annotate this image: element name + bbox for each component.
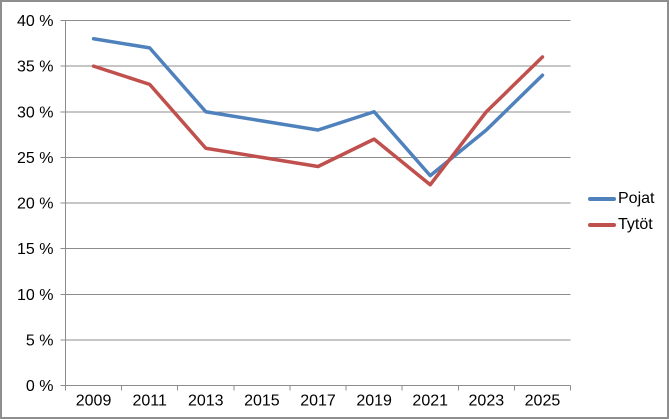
x-tick-label: 2025 bbox=[525, 393, 561, 410]
series-line-pojat bbox=[91, 37, 545, 178]
x-tick-label: 2023 bbox=[469, 393, 505, 410]
legend-label-pojat: Pojat bbox=[618, 190, 655, 207]
y-tick-label: 20 % bbox=[17, 196, 53, 213]
x-tick-label: 2017 bbox=[300, 393, 336, 410]
legend-line-marker-pojat bbox=[588, 197, 616, 201]
y-tick-label: 15 % bbox=[17, 241, 53, 258]
y-tick-label: 5 % bbox=[26, 332, 54, 349]
legend-label-tytot: Tytöt bbox=[618, 216, 653, 233]
x-tick-label: 2009 bbox=[76, 393, 112, 410]
x-tick-label: 2019 bbox=[356, 393, 392, 410]
legend-line-marker-tytot bbox=[588, 223, 616, 227]
legend: Pojat Tytöt bbox=[588, 190, 654, 234]
x-tick-label: 2011 bbox=[132, 393, 167, 410]
y-tick-label: 25 % bbox=[17, 150, 53, 167]
x-tick-label: 2021 bbox=[412, 393, 448, 410]
y-tick-label: 10 % bbox=[17, 287, 53, 304]
series-line-tytöt bbox=[91, 55, 545, 187]
x-tick-label: 2013 bbox=[188, 393, 224, 410]
legend-item-tytot: Tytöt bbox=[588, 216, 654, 234]
y-tick-label: 40 % bbox=[17, 13, 53, 30]
x-tick-label: 2015 bbox=[244, 393, 280, 410]
y-tick-label: 0 % bbox=[26, 378, 54, 395]
legend-item-pojat: Pojat bbox=[588, 190, 654, 208]
y-tick-label: 35 % bbox=[17, 59, 53, 76]
y-tick-label: 30 % bbox=[17, 104, 53, 121]
